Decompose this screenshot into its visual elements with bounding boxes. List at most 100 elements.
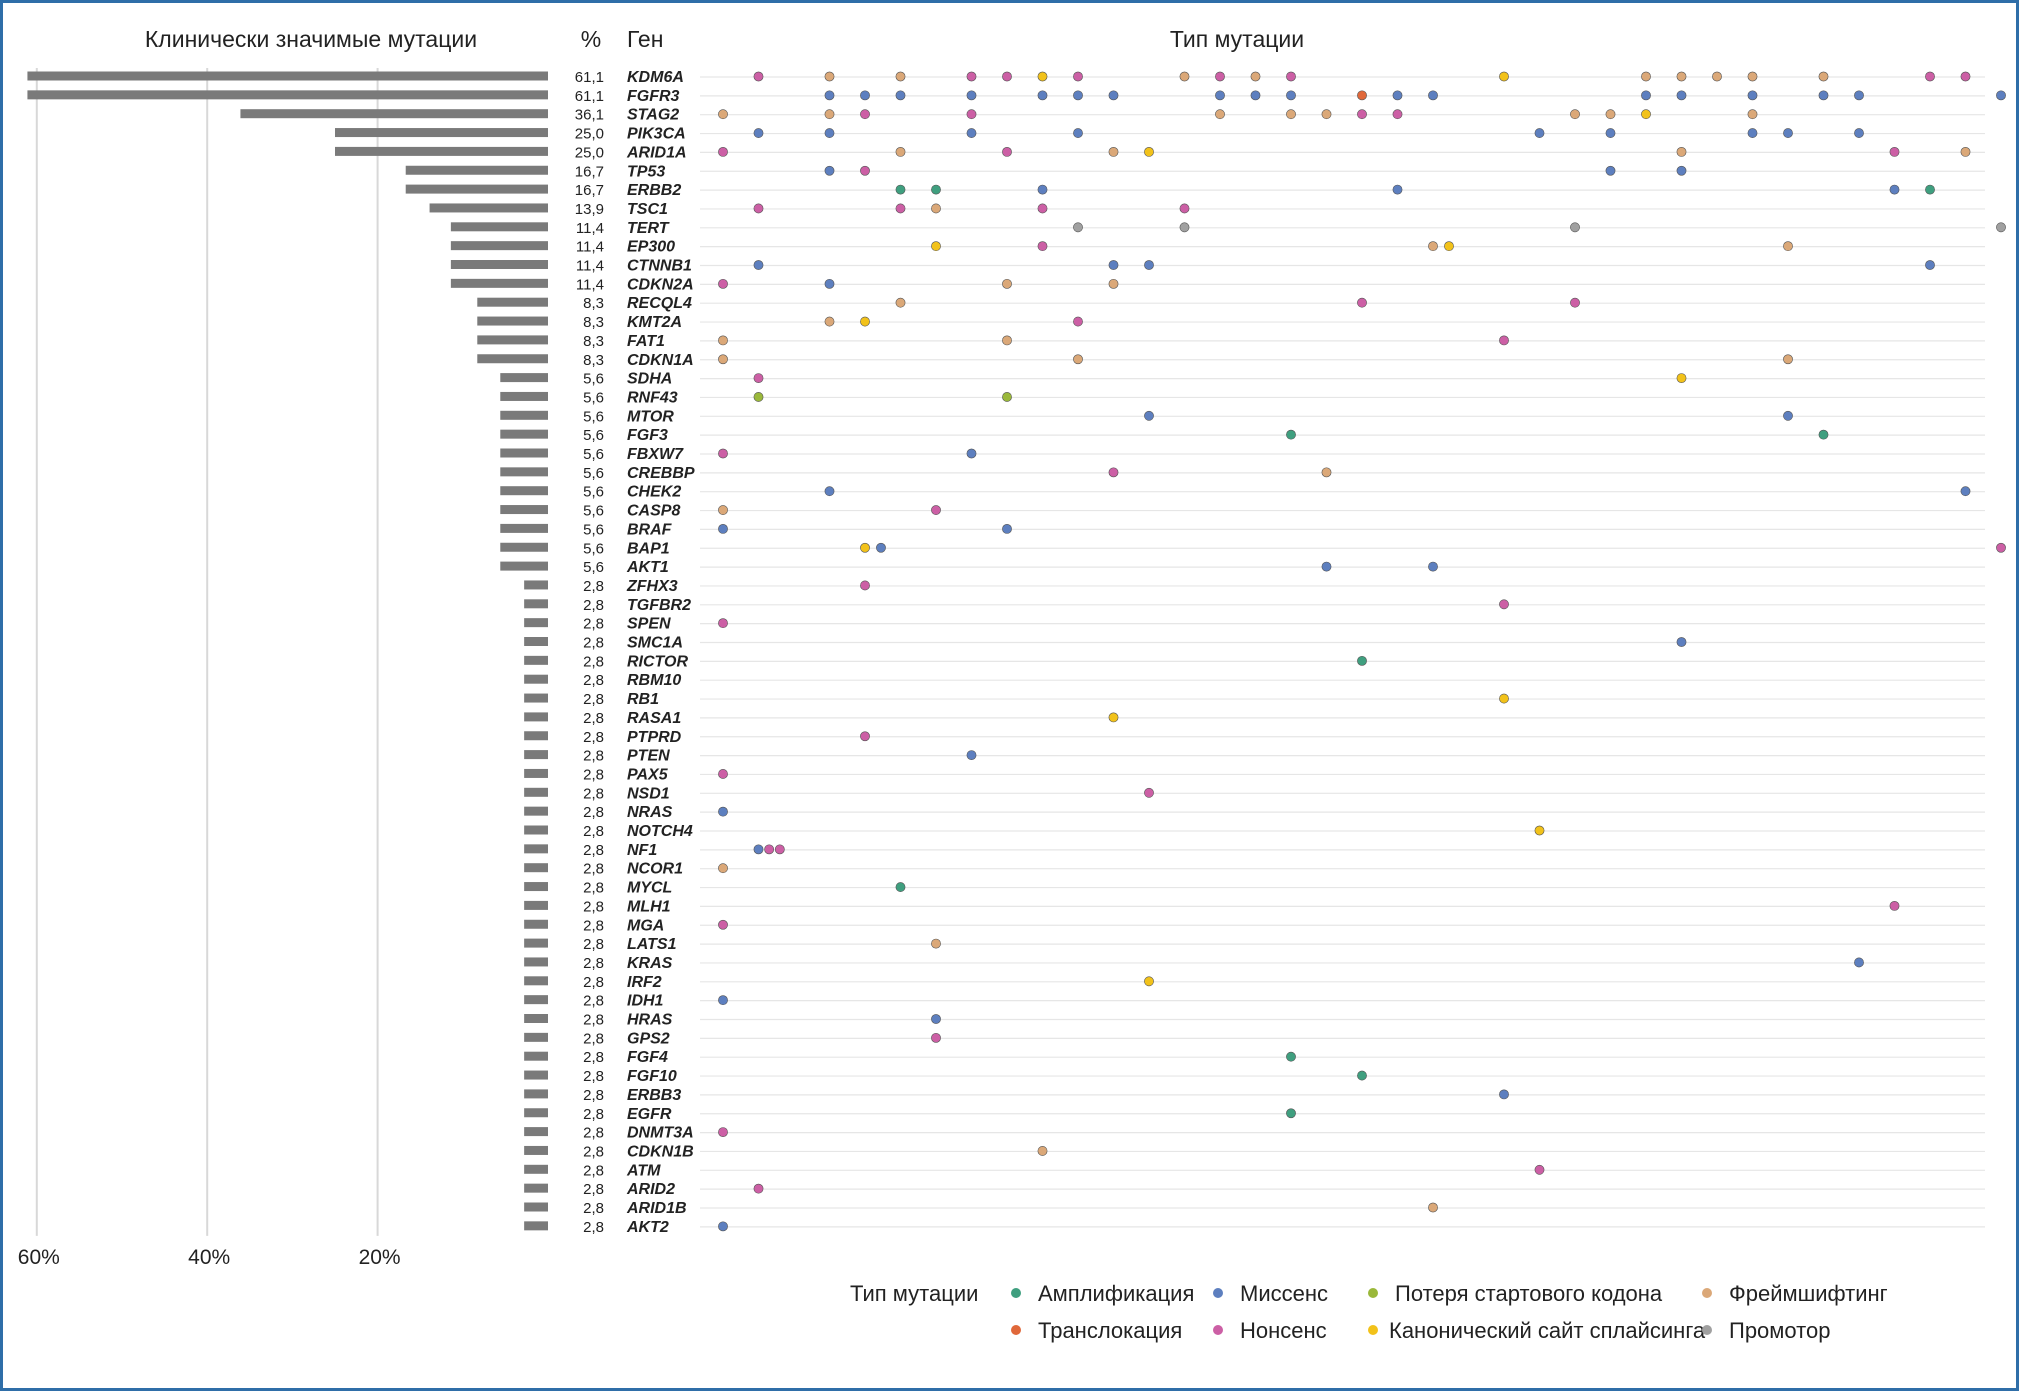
mutation-dot-PIK3CA-mis [1605, 128, 1616, 138]
mutation-dot-DNMT3A-non [718, 1127, 728, 1137]
pct-label-CDKN2A: 11,4 [576, 276, 604, 293]
gene-label-NSD1: NSD1 [627, 785, 670, 802]
mutation-dot-CTNNB1-mis [1925, 260, 1935, 270]
pct-label-CTNNB1: 11,4 [576, 258, 604, 275]
pct-label-NF1: 2,8 [583, 842, 604, 859]
pct-label-NRAS: 2,8 [583, 804, 604, 821]
legend-swatch-splice [1368, 1325, 1378, 1335]
gene-label-GPS2: GPS2 [627, 1030, 670, 1047]
mutation-dot-ARID1B-fs [1428, 1202, 1438, 1213]
mutation-dot-TP53-non [860, 165, 870, 176]
mutation-dot-KDM6A-fs [1179, 71, 1190, 82]
mutation-dot-FGF4-amp [1286, 1051, 1296, 1062]
mutation-dot-PTEN-mis [966, 750, 977, 760]
bar-NSD1 [524, 787, 548, 797]
mutation-dot-CREBBP-fs [1321, 467, 1332, 478]
mutation-dot-KDM6A-non [966, 71, 977, 82]
bar-KDM6A [27, 71, 549, 81]
mutation-dot-ARID1A-non [718, 146, 728, 157]
mutation-dot-PTPRD-non [860, 731, 870, 742]
bar-FGF4 [524, 1051, 548, 1061]
mutation-dot-ZFHX3-non [860, 580, 870, 591]
pct-label-FGF10: 2,8 [583, 1068, 604, 1085]
mutation-dot-KDM6A-non [1925, 71, 1935, 82]
pct-label-ARID1B: 2,8 [583, 1200, 604, 1217]
bar-RICTOR [524, 655, 548, 665]
mutation-dot-KDM6A-non [1215, 71, 1225, 82]
bar-HRAS [524, 1014, 548, 1023]
gene-label-NF1: NF1 [627, 842, 657, 859]
mutation-dot-ERBB2-mis [1392, 184, 1403, 195]
pct-label-ARID2: 2,8 [583, 1181, 604, 1198]
mutation-dot-FAT1-fs [718, 335, 728, 346]
bar-FBXW7 [500, 448, 548, 458]
mutation-dot-STAG2-fs [1570, 109, 1580, 120]
bar-FGF10 [524, 1070, 548, 1080]
pct-label-STAG2: 36,1 [575, 107, 604, 124]
mutation-dot-ERBB2-amp [1925, 184, 1935, 195]
legend-label-prom: Промотор [1729, 1318, 1830, 1343]
mutation-dot-MLH1-non [1889, 901, 1900, 911]
mutation-dot-CDKN1A-fs [718, 354, 728, 365]
pct-label-RECQL4: 8,3 [583, 295, 604, 312]
mutation-grid-title: Тип мутации [1170, 26, 1304, 52]
bar-TGFBR2 [524, 599, 548, 609]
mutation-dot-CTNNB1-mis [1144, 260, 1154, 270]
mutation-dot-STAG2-fs [1605, 109, 1616, 120]
mutation-dot-CHEK2-mis [824, 486, 835, 497]
legend-swatch-fs [1702, 1288, 1712, 1298]
mutation-dot-STAG2-splice [1641, 109, 1651, 120]
gene-label-PTEN: PTEN [627, 748, 670, 765]
mutation-dot-EP300-fs [1428, 241, 1438, 252]
bar-CDKN1B [524, 1145, 548, 1155]
bar-RBM10 [524, 674, 548, 684]
mutation-dot-FAT1-fs [1002, 335, 1012, 346]
mutation-dot-IDH1-mis [718, 995, 728, 1006]
bar-KMT2A [477, 316, 548, 326]
mutation-dot-STAG2-non [1392, 109, 1403, 120]
mutation-dot-ERBB2-mis [1889, 184, 1900, 195]
mutation-dot-PIK3CA-mis [1854, 128, 1864, 138]
bar-NRAS [524, 806, 548, 816]
bars [27, 71, 549, 1231]
mutation-dot-EGFR-amp [1286, 1108, 1296, 1119]
legend-label-fs: Фреймшифтинг [1729, 1281, 1888, 1306]
mutation-dot-PAX5-non [718, 769, 728, 779]
mutation-dot-ERBB3-mis [1499, 1089, 1509, 1100]
bar-IRF2 [524, 976, 548, 986]
mutation-dot-MYCL-amp [895, 882, 906, 892]
gene-label-NCOR1: NCOR1 [627, 861, 683, 878]
pct-label-SDHA: 5,6 [583, 371, 604, 388]
gene-label-ERBB2: ERBB2 [627, 182, 681, 199]
mutation-dot-KMT2A-non [1073, 316, 1083, 327]
mutation-dot-FGFR3-mis [1854, 90, 1864, 101]
pct-label-AKT1: 5,6 [583, 559, 604, 576]
mutation-dot-CTNNB1-mis [753, 260, 764, 270]
pct-label-ZFHX3: 2,8 [583, 578, 604, 595]
mutation-dot-TERT-prom [1179, 222, 1190, 233]
mutation-dot-BAP1-mis [876, 542, 886, 553]
mutation-dot-ARID1A-fs [1676, 146, 1687, 157]
gene-label-RB1: RB1 [627, 691, 659, 708]
mutation-dot-ERBB2-amp [895, 184, 906, 195]
mutation-dot-TGFBR2-non [1499, 599, 1509, 610]
mutation-dot-KDM6A-fs [1818, 71, 1829, 82]
bar-IDH1 [524, 995, 548, 1005]
pct-label-FAT1: 8,3 [583, 333, 604, 350]
mutation-dot-NF1-mis [753, 844, 764, 855]
mutation-dot-FGFR3-trans [1357, 90, 1367, 101]
mutation-dot-CDKN2A-fs [1002, 278, 1012, 289]
pct-label-AKT2: 2,8 [583, 1219, 604, 1236]
mutation-dot-ARID1A-fs [895, 146, 906, 157]
percent-column-title: % [581, 26, 601, 52]
mutation-dot-CDKN1B-fs [1037, 1146, 1048, 1156]
gene-label-CASP8: CASP8 [627, 503, 680, 520]
bar-EGFR [524, 1108, 548, 1118]
bar-BRAF [500, 523, 548, 533]
pct-label-FBXW7: 5,6 [583, 446, 604, 463]
mutation-dot-PIK3CA-mis [753, 128, 764, 138]
bar-ATM [524, 1164, 548, 1174]
pct-label-MGA: 2,8 [583, 917, 604, 934]
gene-label-ARID1A: ARID1A [626, 144, 687, 161]
